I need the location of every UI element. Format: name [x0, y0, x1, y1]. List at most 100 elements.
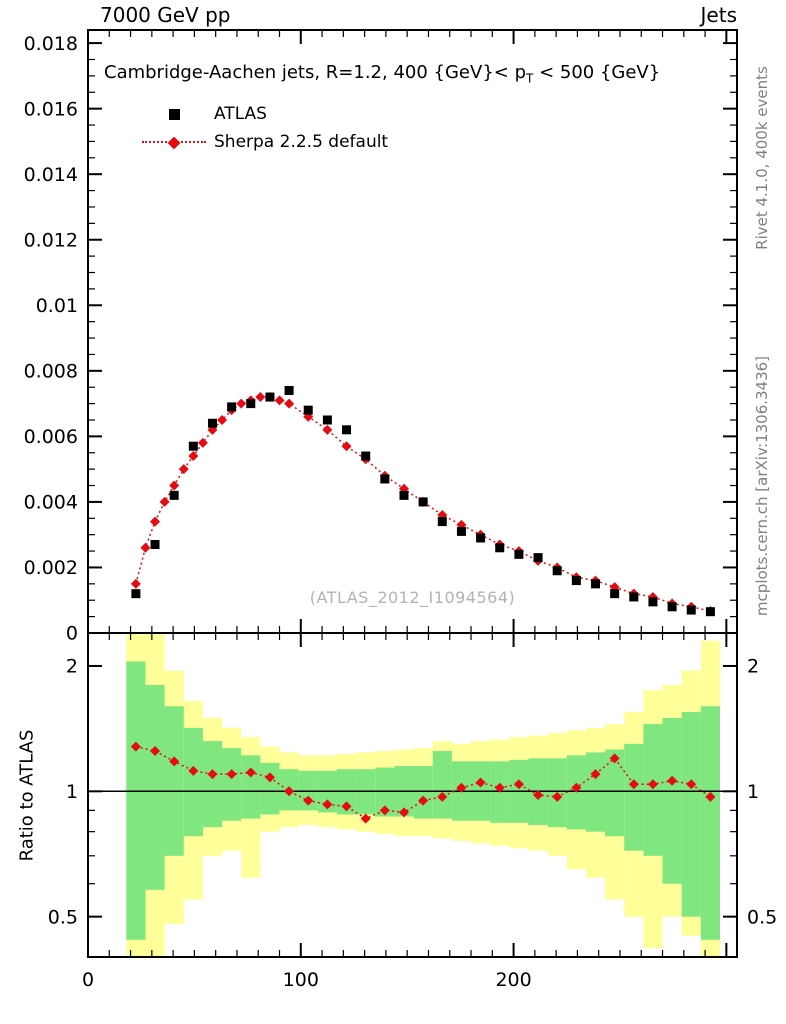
ratio-series-point	[571, 782, 582, 793]
ratio-y-tick-label-right: 0.5	[747, 906, 777, 928]
uncertainty-band-green	[145, 685, 165, 890]
atlas-series-point	[342, 425, 352, 435]
uncertainty-band-green	[222, 748, 242, 821]
plot-title: Cambridge-Aachen jets, R=1.2, 400 {GeV}<…	[104, 62, 734, 86]
ratio-series-point	[188, 765, 199, 776]
atlas-series-point	[629, 592, 639, 602]
ratio-series-point	[341, 801, 352, 812]
sherpa-series-point	[255, 392, 266, 403]
sherpa-series-point	[217, 414, 228, 425]
ratio-series-point	[360, 813, 371, 824]
ratio-series-point	[705, 791, 716, 802]
legend-label-sherpa: Sherpa 2.2.5 default	[214, 132, 389, 152]
uncertainty-band-green	[432, 750, 452, 819]
uncertainty-band-green	[126, 661, 146, 940]
sherpa-diamond-marker-icon	[138, 136, 210, 150]
x-tick-label: 100	[283, 969, 319, 991]
sherpa-series-point	[130, 578, 141, 589]
ratio-series-point	[130, 741, 141, 752]
ratio-y-tick-label: 1	[66, 781, 78, 803]
sherpa-series-point	[322, 424, 333, 435]
ratio-y-tick-label: 0.5	[48, 906, 78, 928]
ratio-series-point	[475, 777, 486, 788]
sherpa-series-point	[140, 542, 151, 553]
atlas-series-point	[131, 589, 141, 599]
rivet-version-label: Rivet 4.1.0, 400k events	[753, 66, 771, 250]
ratio-series-point	[322, 799, 333, 810]
ratio-series-point	[552, 791, 563, 802]
y-tick-label: 0.01	[36, 295, 78, 317]
uncertainty-band-green	[241, 755, 261, 819]
ratio-series-point	[245, 767, 256, 778]
y-tick-label: 0.012	[24, 229, 78, 251]
atlas-series-point	[246, 399, 256, 409]
ratio-series-point	[169, 756, 180, 767]
uncertainty-band-green	[624, 743, 644, 851]
ratio-series-point	[303, 795, 314, 806]
y-tick-label: 0.014	[24, 164, 78, 186]
uncertainty-band-green	[643, 724, 663, 856]
ratio-series-point	[533, 789, 544, 800]
ratio-y-tick-label-right: 1	[747, 781, 759, 803]
atlas-series-point	[418, 497, 428, 507]
atlas-series-point	[476, 533, 486, 543]
atlas-series-point	[610, 589, 620, 599]
process-label: Jets	[700, 3, 737, 27]
uncertainty-band-green	[183, 727, 203, 837]
plot-title-post: < 500 {GeV}	[533, 62, 661, 83]
atlas-series-point	[648, 597, 658, 607]
y-tick-label: 0.006	[24, 426, 78, 448]
uncertainty-band-green	[700, 706, 720, 940]
atlas-series-point	[705, 607, 715, 617]
atlas-series-point	[456, 526, 466, 536]
ratio-series-point	[609, 753, 620, 764]
atlas-series-point	[265, 392, 275, 402]
plot-title-pre: Cambridge-Aachen jets, R=1.2, 400 {GeV}<…	[104, 62, 526, 83]
ratio-series-point	[398, 807, 409, 818]
ratio-series-point	[226, 769, 237, 780]
atlas-series-point	[361, 451, 371, 461]
legend-item-atlas: ATLAS	[138, 100, 388, 128]
ratio-y-tick-label-right: 2	[747, 656, 759, 678]
atlas-series-point	[552, 566, 562, 576]
sherpa-series-point	[159, 496, 170, 507]
uncertainty-band-green	[681, 712, 701, 917]
ratio-series-point	[284, 786, 295, 797]
legend: ATLAS Sherpa 2.2.5 default	[138, 100, 388, 156]
ratio-axis-title: Ratio to ATLAS	[16, 729, 38, 862]
atlas-series-point	[399, 490, 409, 500]
ratio-series-point	[456, 782, 467, 793]
ratio-series-point	[207, 769, 218, 780]
x-tick-label: 200	[495, 969, 531, 991]
uncertainty-band-green	[662, 717, 682, 884]
mcplots-reference-label: mcplots.cern.ch [arXiv:1306.3436]	[753, 355, 771, 617]
atlas-series-point	[437, 517, 447, 527]
ratio-series-point	[379, 805, 390, 816]
ratio-series-point	[647, 779, 658, 790]
uncertainty-band-green	[260, 762, 280, 815]
ratio-series-point	[686, 779, 697, 790]
sherpa-series-point	[169, 480, 180, 491]
sherpa-series-point	[150, 516, 161, 527]
atlas-square-marker-icon	[138, 108, 210, 120]
atlas-series-point	[571, 576, 581, 586]
uncertainty-band-green	[605, 749, 625, 837]
sherpa-series-point	[236, 398, 247, 409]
ratio-series-point	[590, 769, 601, 780]
ratio-y-tick-label: 2	[66, 656, 78, 678]
atlas-series-point	[169, 490, 179, 500]
uncertainty-band-green	[164, 706, 184, 856]
sherpa-series-point	[197, 437, 208, 448]
x-tick-label: 0	[82, 969, 94, 991]
atlas-series-point	[533, 553, 543, 563]
y-tick-label: 0.016	[24, 98, 78, 120]
legend-label-atlas: ATLAS	[214, 104, 267, 124]
y-tick-label: 0.008	[24, 360, 78, 382]
atlas-series-point	[514, 549, 524, 559]
atlas-series-point	[303, 405, 313, 415]
y-tick-label: 0.004	[24, 492, 78, 514]
ratio-series-point	[437, 791, 448, 802]
ratio-series-point	[418, 795, 429, 806]
